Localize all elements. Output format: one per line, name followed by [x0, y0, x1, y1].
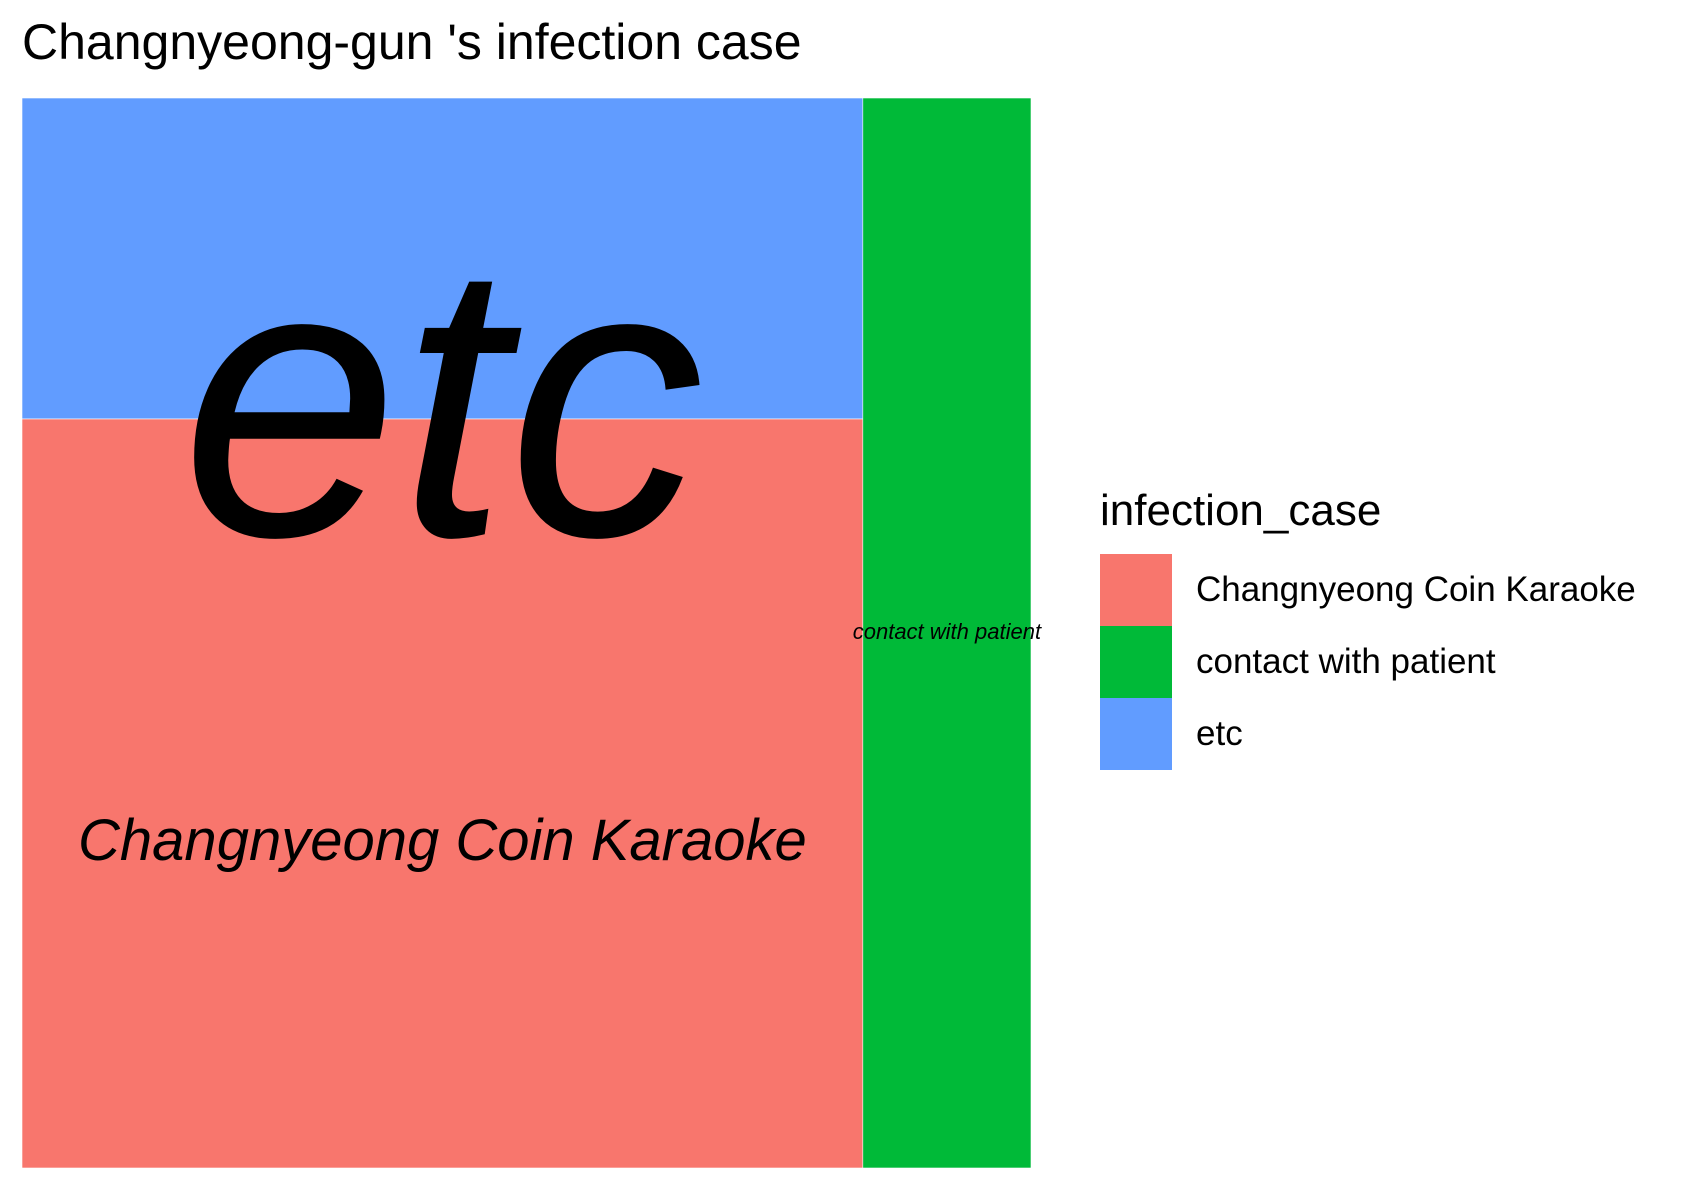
tile-label-changnyeong-coin-karaoke: Changnyeong Coin Karaoke — [78, 808, 807, 873]
tile-label-contact-with-patient: contact with patient — [853, 619, 1042, 644]
tile-label-etc: etc — [181, 181, 704, 619]
tile-changnyeong-coin-karaoke — [21, 418, 864, 1169]
legend-key-contact-with-patient — [1100, 626, 1172, 698]
chart-title: Changnyeong-gun 's infection case — [22, 14, 802, 70]
legend-item-changnyeong-coin-karaoke: Changnyeong Coin Karaoke — [1100, 554, 1636, 626]
legend-item-contact-with-patient: contact with patient — [1100, 626, 1636, 698]
legend-label: contact with patient — [1196, 642, 1496, 681]
legend-key-changnyeong-coin-karaoke — [1100, 554, 1172, 626]
legend-item-etc: etc — [1100, 698, 1636, 770]
legend: infection_case Changnyeong Coin Karaoke … — [1100, 486, 1636, 770]
legend-title: infection_case — [1100, 486, 1382, 535]
tile-contact-with-patient — [862, 97, 1032, 1169]
legend-label: Changnyeong Coin Karaoke — [1196, 570, 1636, 609]
legend-label: etc — [1196, 714, 1243, 753]
tile-etc — [21, 97, 864, 420]
legend-key-etc — [1100, 698, 1172, 770]
